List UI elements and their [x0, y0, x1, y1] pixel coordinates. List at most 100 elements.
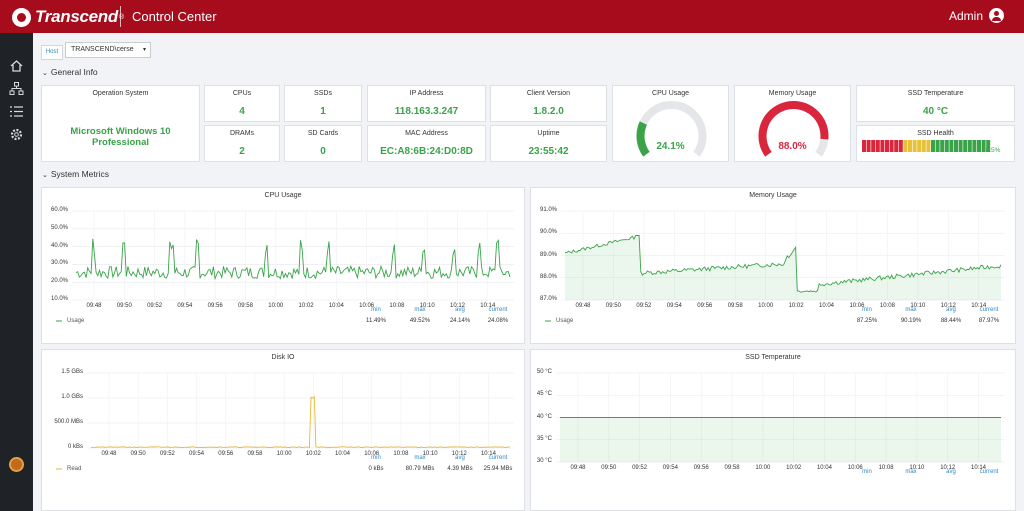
- chart-svg: [56, 210, 514, 322]
- x-tick-label: 09:50: [601, 465, 617, 471]
- user-name: Admin: [948, 8, 983, 23]
- series-line: [75, 238, 511, 281]
- y-tick-label: 40.0%: [50, 242, 68, 249]
- section-metrics-title: System Metrics: [50, 169, 109, 179]
- x-tick-label: 10:10: [419, 303, 435, 309]
- health-segment: [954, 140, 958, 152]
- card-sd-cards: SD Cards 0: [284, 125, 362, 162]
- legend-label: Usage: [556, 318, 574, 324]
- y-tick-label: 60.0%: [50, 207, 68, 213]
- y-tick-label: 91.0%: [539, 207, 557, 213]
- stat-value: 24.08%: [487, 318, 509, 324]
- health-segment: [862, 140, 866, 152]
- stat-header: min: [371, 307, 381, 313]
- stat-value: 11.49%: [366, 318, 386, 324]
- chevron-down-icon: ⌄: [42, 172, 48, 179]
- health-segment: [972, 140, 977, 152]
- health-segment: [903, 140, 908, 152]
- home-icon[interactable]: [9, 58, 24, 73]
- x-tick-label: 10:08: [389, 303, 405, 309]
- transcend-logo-mark: [12, 7, 31, 27]
- health-segment: [894, 140, 899, 152]
- x-tick-label: 09:54: [666, 303, 682, 309]
- card-value: 1.8.2.0: [533, 106, 564, 117]
- y-tick-label: 90.0%: [539, 229, 557, 236]
- list-icon[interactable]: [9, 104, 24, 119]
- health-segment: [935, 140, 940, 152]
- x-tick-label: 10:04: [819, 303, 835, 309]
- section-system-metrics[interactable]: ⌄ System Metrics: [42, 169, 109, 179]
- x-tick-label: 09:56: [697, 303, 713, 309]
- x-tick-label: 09:48: [570, 465, 586, 471]
- x-tick-label: 10:04: [816, 465, 832, 471]
- x-tick-label: 10:06: [849, 303, 865, 309]
- x-tick-label: 10:00: [755, 465, 771, 471]
- x-tick-label: 10:08: [879, 303, 895, 309]
- x-tick-label: 10:14: [480, 451, 496, 457]
- y-tick-label: 88.0%: [539, 273, 557, 280]
- stat-header: max: [414, 307, 426, 313]
- avatar[interactable]: [9, 457, 24, 472]
- stat-value: 80.79 MBs: [405, 466, 435, 472]
- stat-header: current: [979, 307, 999, 313]
- x-tick-label: 10:14: [971, 303, 987, 309]
- section-general-info[interactable]: ⌄ General Info: [42, 67, 98, 77]
- y-tick-label: 45 °C: [536, 391, 552, 398]
- card-cpus: CPUs 4: [204, 85, 280, 122]
- card-title: SD Cards: [307, 130, 339, 137]
- health-segment: [908, 140, 912, 152]
- x-tick-label: 10:06: [359, 303, 375, 309]
- host-select-value: TRANSCEND\cerse: [71, 46, 134, 53]
- x-tick-label: 09:56: [218, 451, 234, 457]
- x-tick-label: 09:52: [159, 451, 175, 457]
- x-tick-label: 10:08: [393, 451, 409, 457]
- health-segment: [866, 140, 871, 152]
- y-tick-label: 35 °C: [536, 435, 552, 442]
- card-title: IP Address: [409, 90, 444, 97]
- transcend-logo[interactable]: Transcend ®: [12, 7, 124, 27]
- legend-label: Read: [67, 466, 82, 472]
- x-tick-label: 10:12: [940, 465, 956, 471]
- card-value: Microsoft Windows 10 Professional: [70, 126, 171, 148]
- y-tick-label: 1.5 GBs: [61, 369, 83, 375]
- header-divider: [120, 6, 121, 27]
- stat-header: max: [905, 469, 917, 475]
- health-segment: [940, 140, 945, 152]
- card-value: 118.163.3.247: [394, 106, 459, 117]
- x-tick-label: 10:10: [909, 465, 925, 471]
- y-tick-label: 10.0%: [50, 296, 68, 302]
- card-title: Memory Usage: [768, 90, 817, 97]
- card-value: 40 °C: [922, 106, 949, 117]
- chart-svg: [56, 372, 514, 470]
- x-tick-label: 09:56: [693, 465, 709, 471]
- health-segment: [875, 140, 880, 152]
- x-tick-label: 10:00: [268, 303, 284, 309]
- health-segment: [963, 140, 968, 152]
- x-tick-label: 09:48: [86, 303, 102, 309]
- panel-title: SSD Temperature: [745, 354, 801, 361]
- panel-ssd-temperature: SSD Temperature 50 °C 45 °C 40 °C 35 °C 30 °…: [530, 349, 1016, 511]
- stat-value: 4.39 MBs: [447, 466, 473, 472]
- panel-title: Disk IO: [271, 354, 295, 361]
- stat-header: min: [371, 455, 381, 461]
- chevron-down-icon: ⌄: [42, 70, 48, 77]
- panel-disk-io: Disk IO 1.5 GBs 1.0 GBs 500.0 MBs 0 kBs 09:4…: [41, 349, 525, 511]
- x-tick-label: 10:04: [335, 451, 351, 457]
- card-drams: DRAMs 2: [204, 125, 280, 162]
- network-icon[interactable]: [9, 81, 24, 96]
- x-tick-label: 09:52: [636, 303, 652, 309]
- x-tick-label: 10:04: [328, 303, 344, 309]
- panel-memory-usage: Memory Usage 91.0% 90.0% 89.0% 88.0% 87.0% 09…: [530, 187, 1016, 344]
- gear-icon[interactable]: [9, 127, 24, 142]
- health-segment: [885, 140, 889, 152]
- host-select[interactable]: TRANSCEND\cerse ▾: [65, 42, 151, 58]
- x-tick-label: 10:12: [940, 303, 956, 309]
- card-title: DRAMs: [229, 130, 255, 137]
- y-tick-label: 89.0%: [539, 251, 557, 258]
- chart-svg: [556, 372, 1005, 463]
- health-segment: [949, 140, 954, 152]
- health-segment: [986, 140, 991, 152]
- user-menu[interactable]: Admin: [949, 8, 1004, 23]
- series-area: [565, 235, 1001, 300]
- health-segment: [921, 140, 926, 152]
